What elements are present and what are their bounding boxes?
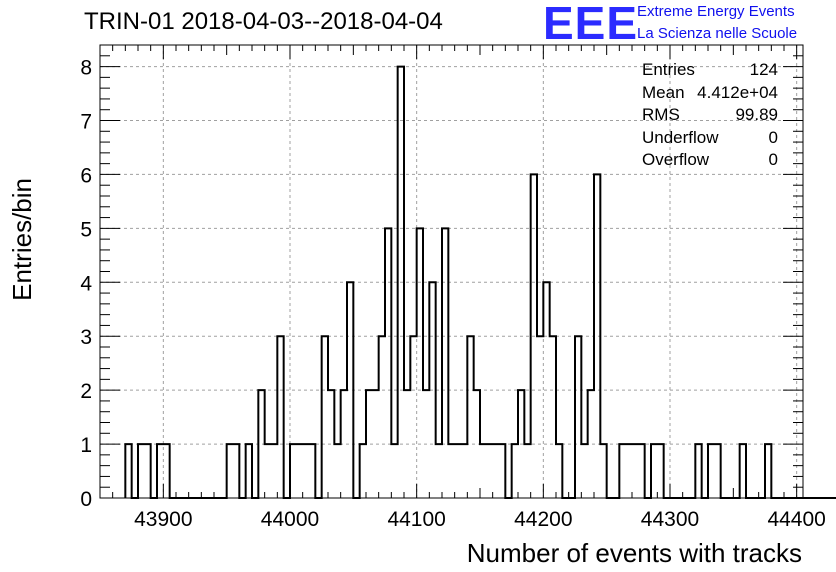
stat-label: Mean	[642, 82, 685, 102]
histogram-bin	[480, 444, 486, 498]
x-tick-label: 43900	[134, 508, 192, 531]
x-tick-label: 44000	[261, 508, 319, 531]
histogram-bin	[436, 444, 442, 498]
histogram-bin	[448, 444, 454, 498]
tick-labels: 43900 44000 44100 44200 44300 44400 0 1 2 3 4 5 6 7 8	[80, 57, 826, 531]
eee-logo: EEE	[543, 0, 639, 49]
stat-label: RMS	[642, 105, 680, 124]
histogram-bin	[537, 336, 543, 498]
histogram-bin	[524, 444, 530, 498]
stat-row-rms: RMS 99.89	[642, 105, 778, 128]
stat-value: 124	[749, 60, 778, 79]
x-tick-label: 44200	[514, 508, 572, 531]
histogram-bin	[334, 444, 340, 498]
stat-row-entries: Entries 124	[642, 60, 778, 83]
y-tick-label: 4	[80, 272, 92, 295]
stat-value: 99.89	[735, 105, 778, 124]
stats-box: Entries 124 Mean 4.412e+04 RMS 99.89 Und…	[642, 60, 778, 173]
stat-row-overflow: Overflow 0	[642, 150, 778, 173]
histogram-bin	[265, 444, 271, 498]
y-tick-label: 3	[80, 326, 92, 349]
histogram-bin	[626, 444, 632, 498]
y-tick-label: 1	[80, 434, 92, 457]
y-axis-label: Entries/bin	[7, 178, 37, 301]
histogram-bin	[581, 444, 587, 498]
stat-row-mean: Mean 4.412e+04	[642, 83, 778, 106]
y-tick-label: 5	[80, 218, 92, 241]
histogram-bin	[391, 444, 397, 498]
histogram-bin	[493, 444, 499, 498]
axis-ticks	[99, 45, 803, 499]
stat-label: Underflow	[642, 127, 719, 147]
y-tick-label: 6	[80, 164, 92, 187]
x-tick-label: 44400	[767, 508, 825, 531]
histogram-bin	[303, 444, 309, 498]
stat-row-underflow: Underflow 0	[642, 128, 778, 151]
stat-value: 0	[768, 150, 778, 169]
x-tick-label: 44300	[641, 508, 699, 531]
histogram-bin	[296, 444, 302, 498]
logo-line-1: Extreme Energy Events	[637, 3, 795, 20]
histogram-bin	[632, 444, 638, 498]
histogram-bin	[461, 444, 467, 498]
histogram-bin	[455, 444, 461, 498]
y-tick-label: 0	[80, 488, 92, 511]
histogram-bin	[486, 444, 492, 498]
stat-value: 4.412e+04	[697, 82, 778, 102]
logo-line-2: La Scienza nelle Scuole	[637, 25, 798, 42]
stat-label: Overflow	[642, 150, 710, 169]
chart-title: TRIN-01 2018-04-03--2018-04-04	[84, 8, 443, 35]
histogram-bin	[271, 444, 277, 498]
x-tick-label: 44100	[387, 508, 445, 531]
stat-label: Entries	[642, 60, 695, 79]
y-tick-label: 2	[80, 380, 92, 403]
x-axis-label: Number of events with tracks	[467, 538, 802, 568]
stat-value: 0	[768, 127, 778, 147]
y-tick-label: 7	[80, 111, 92, 134]
y-tick-label: 8	[80, 57, 92, 80]
